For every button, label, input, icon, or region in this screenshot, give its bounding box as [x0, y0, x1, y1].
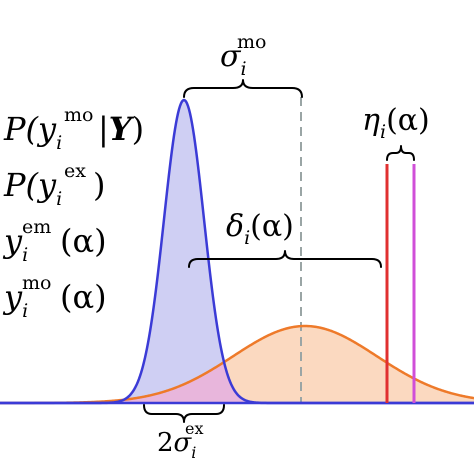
- two-sigma-ex-brace: [143, 404, 225, 423]
- sigma-mo-label: σimo: [220, 31, 266, 80]
- two-sigma-ex-label: 2σiex: [157, 419, 204, 462]
- eta-label: ηi(α): [362, 103, 430, 143]
- sigma-mo-brace: [183, 79, 303, 98]
- delta-label: δi(α): [226, 209, 294, 249]
- legend-emulator-label: yiem (α): [2, 216, 107, 266]
- legend-model-label: yimo (α): [2, 272, 107, 322]
- delta-brace: [188, 250, 382, 268]
- prior-distribution-fill: [0, 326, 474, 403]
- eta-brace: [386, 145, 415, 161]
- legend-posterior-label: P(yimo |Y): [3, 104, 144, 154]
- legend-prior-label: P(yiex): [3, 160, 105, 210]
